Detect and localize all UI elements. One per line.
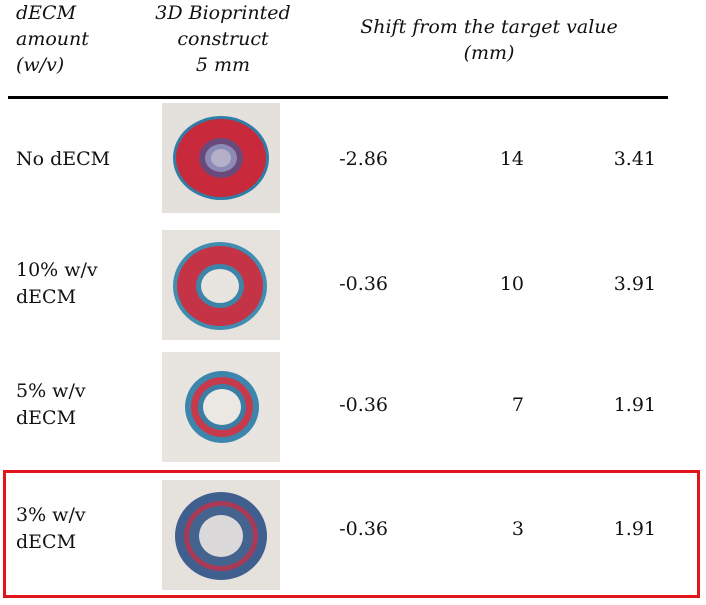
row-label-line: 5% w/v (16, 380, 86, 402)
ring-construct-image (162, 103, 280, 213)
row-label-line: dECM (16, 407, 77, 429)
construct-photo (162, 480, 280, 590)
header-line: 3D Bioprinted (155, 2, 291, 24)
row-label: 10% w/v dECM (16, 257, 98, 311)
header-line: dECM (16, 2, 77, 24)
row-label: No dECM (16, 146, 110, 173)
construct-photo (162, 230, 280, 340)
header-line: amount (16, 28, 89, 50)
ring-construct-image (162, 352, 280, 462)
shift-value-2: 10 (499, 273, 524, 295)
header-line: (w/v) (16, 54, 65, 76)
table-row: 5% w/v dECM -0.36 7 1.91 (0, 347, 706, 465)
construct-photo (162, 103, 280, 213)
shift-value-2: 7 (511, 394, 524, 416)
shift-value-2: 3 (511, 518, 524, 540)
row-label: 3% w/v dECM (16, 502, 86, 556)
row-label: 5% w/v dECM (16, 378, 86, 432)
shift-value-1: -0.36 (339, 518, 388, 540)
shift-value-3: 3.41 (613, 148, 656, 170)
header-line: 5 mm (195, 54, 251, 76)
shift-value-3: 1.91 (613, 394, 656, 416)
shift-value-1: -2.86 (339, 148, 388, 170)
shift-value-1: -0.36 (339, 394, 388, 416)
header-construct: 3D Bioprinted construct 5 mm (148, 0, 298, 78)
construct-photo (162, 352, 280, 462)
table-row: 10% w/v dECM -0.36 10 3.91 (0, 226, 706, 344)
header-shift: Shift from the target value (mm) (344, 14, 634, 66)
row-label-line: 10% w/v (16, 259, 98, 281)
row-label-line: dECM (16, 286, 77, 308)
ring-construct-image (162, 230, 280, 340)
table-row: No dECM -2.86 14 3.41 (0, 100, 706, 218)
shift-value-3: 3.91 (613, 273, 656, 295)
ring-construct-image (162, 480, 280, 590)
row-label-line: 3% w/v (16, 504, 86, 526)
shift-value-1: -0.36 (339, 273, 388, 295)
header-line: Shift from the target value (360, 16, 618, 38)
shift-value-2: 14 (499, 148, 524, 170)
header-divider (8, 96, 668, 99)
shift-value-3: 1.91 (613, 518, 656, 540)
header-line: construct (177, 28, 269, 50)
header-dECM-amount: dECM amount (w/v) (16, 0, 89, 78)
header-line: (mm) (463, 42, 515, 64)
table-row: 3% w/v dECM -0.36 3 1.91 (0, 476, 706, 594)
row-label-line: dECM (16, 531, 77, 553)
highlight-box (3, 470, 700, 598)
row-label-line: No dECM (16, 148, 111, 170)
